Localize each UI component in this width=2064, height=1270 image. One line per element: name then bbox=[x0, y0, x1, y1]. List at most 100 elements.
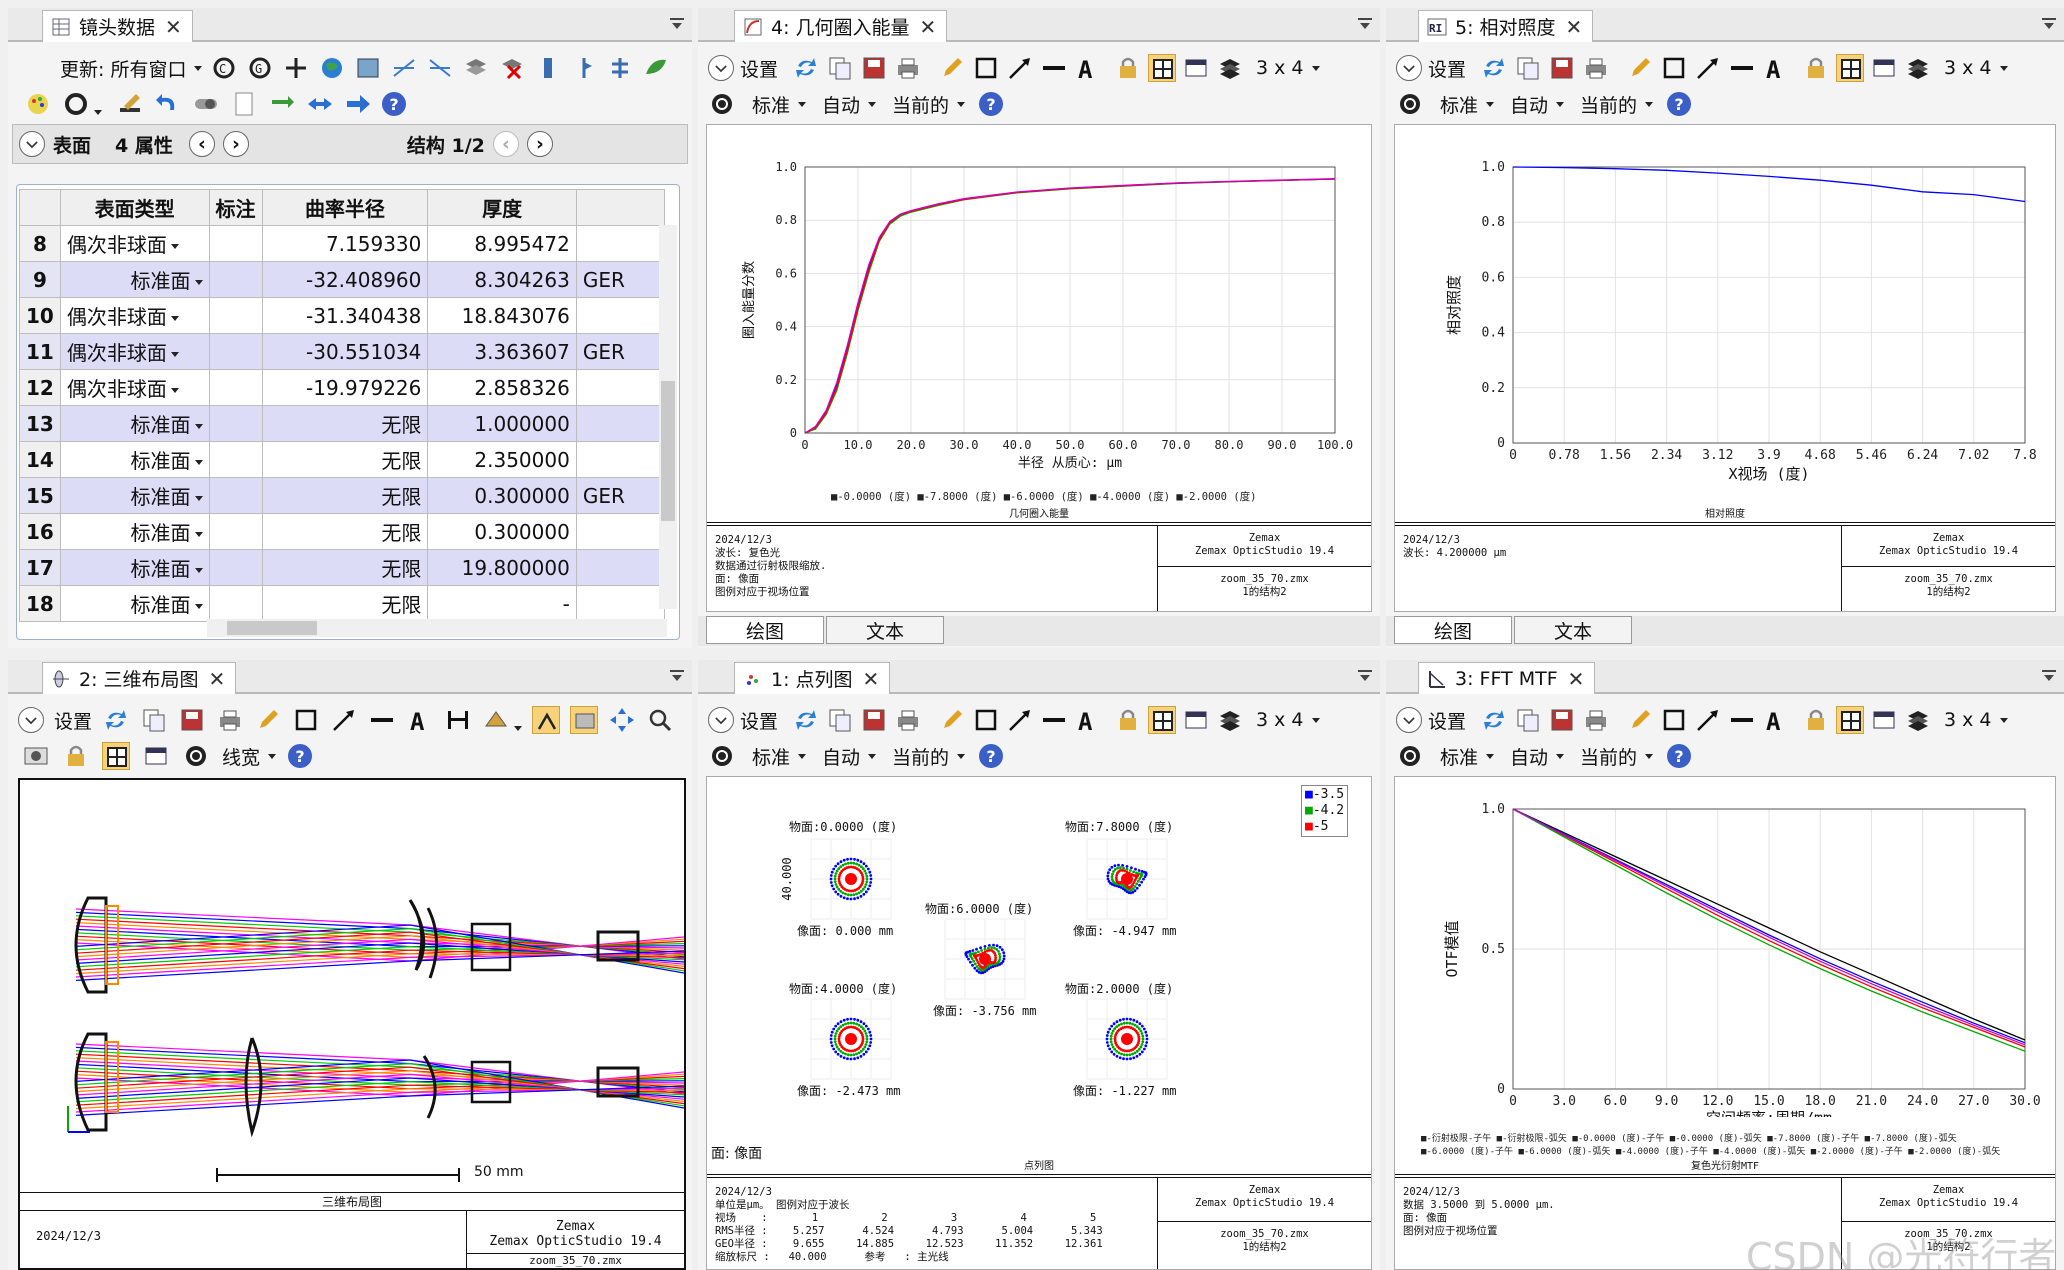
standard-dropdown[interactable]: 标准 bbox=[752, 91, 806, 118]
current-dropdown[interactable]: 当前的 bbox=[892, 91, 965, 118]
close-icon[interactable]: ✕ bbox=[1567, 666, 1585, 691]
help-icon[interactable]: ? bbox=[1667, 92, 1692, 116]
window-menu-icon[interactable] bbox=[670, 18, 684, 30]
refresh-all-icon[interactable]: G bbox=[246, 54, 274, 82]
comment-cell[interactable] bbox=[208, 477, 263, 514]
vertical-arrows-icon[interactable] bbox=[534, 54, 562, 82]
table-row[interactable]: 12 偶次非球面 -19.979226 2.858326 bbox=[19, 369, 666, 406]
surface-type-cell[interactable]: 偶次非球面 bbox=[59, 333, 210, 370]
surface-type-cell[interactable]: 标准面 bbox=[59, 261, 210, 298]
rotate-dropdown-icon[interactable] bbox=[482, 706, 522, 734]
window-icon[interactable] bbox=[1182, 706, 1210, 734]
settings-label[interactable]: 设置 bbox=[740, 58, 779, 81]
crosshair-icon[interactable] bbox=[282, 54, 310, 82]
comment-cell[interactable] bbox=[208, 261, 263, 298]
comment-cell[interactable] bbox=[208, 225, 263, 262]
save-icon[interactable] bbox=[1548, 54, 1576, 82]
power-icon[interactable] bbox=[1396, 90, 1424, 118]
settings-collapse-button[interactable] bbox=[708, 55, 734, 81]
pencil-icon[interactable] bbox=[254, 706, 282, 734]
comment-cell[interactable] bbox=[208, 369, 263, 406]
map-icon[interactable] bbox=[354, 54, 382, 82]
grid-layout-dropdown[interactable]: 3 x 4 bbox=[1944, 709, 2008, 731]
power-icon[interactable] bbox=[182, 742, 210, 770]
standard-dropdown[interactable]: 标准 bbox=[1440, 743, 1494, 770]
line-icon[interactable] bbox=[1728, 706, 1756, 734]
page-icon[interactable] bbox=[230, 90, 258, 118]
radius-cell[interactable]: 无限 bbox=[261, 441, 429, 478]
chevron-down-icon[interactable] bbox=[191, 557, 203, 581]
chevron-down-icon[interactable] bbox=[167, 233, 179, 257]
save-icon[interactable] bbox=[860, 54, 888, 82]
rectangle-icon[interactable] bbox=[972, 54, 1000, 82]
power-icon[interactable] bbox=[1396, 742, 1424, 770]
line-icon[interactable] bbox=[1040, 54, 1068, 82]
prev-surface-button[interactable]: ‹ bbox=[188, 131, 215, 157]
power-icon[interactable] bbox=[708, 90, 736, 118]
print-icon[interactable] bbox=[1582, 54, 1610, 82]
print-icon[interactable] bbox=[894, 54, 922, 82]
text-tool-icon[interactable]: A bbox=[1762, 706, 1790, 736]
copy-icon[interactable] bbox=[1514, 54, 1542, 82]
thickness-cell[interactable]: 18.843076 bbox=[427, 297, 577, 334]
line-icon[interactable] bbox=[368, 706, 396, 734]
save-icon[interactable] bbox=[860, 706, 888, 734]
comment-cell[interactable] bbox=[208, 405, 263, 442]
thickness-cell[interactable]: 8.304263 bbox=[427, 261, 577, 298]
tab-rel-illum[interactable]: RI 5: 相对照度 ✕ bbox=[1418, 10, 1594, 42]
table-row[interactable]: 18 标准面 无限 - bbox=[19, 585, 666, 622]
copy-icon[interactable] bbox=[1514, 706, 1542, 734]
auto-dropdown[interactable]: 自动 bbox=[822, 743, 876, 770]
refresh-icon[interactable] bbox=[1480, 706, 1508, 734]
settings-label[interactable]: 设置 bbox=[1428, 710, 1467, 733]
extra-cell[interactable]: GER bbox=[575, 477, 666, 514]
window-menu-icon[interactable] bbox=[2042, 18, 2056, 30]
power-icon[interactable] bbox=[708, 742, 736, 770]
current-dropdown[interactable]: 当前的 bbox=[892, 743, 965, 770]
text-tool-icon[interactable]: A bbox=[1074, 54, 1102, 84]
refresh-icon[interactable] bbox=[792, 54, 820, 82]
chevron-down-icon[interactable] bbox=[167, 305, 179, 329]
chevron-down-icon[interactable] bbox=[191, 521, 203, 545]
swap-icon[interactable] bbox=[268, 90, 296, 118]
palette-icon[interactable] bbox=[24, 90, 52, 118]
rectangle-icon[interactable] bbox=[1660, 54, 1688, 82]
grid-toggle-icon[interactable] bbox=[102, 742, 130, 770]
table-row[interactable]: 17 标准面 无限 19.800000 bbox=[19, 549, 666, 586]
table-row[interactable]: 16 标准面 无限 0.300000 bbox=[19, 513, 666, 550]
surface-type-cell[interactable]: 标准面 bbox=[59, 585, 210, 622]
pencil-icon[interactable] bbox=[938, 706, 966, 734]
hscroll-thumb[interactable] bbox=[227, 621, 317, 635]
refresh-icon[interactable] bbox=[102, 706, 130, 734]
standard-dropdown[interactable]: 标准 bbox=[752, 743, 806, 770]
pencil-icon[interactable] bbox=[1626, 706, 1654, 734]
settings-label[interactable]: 设置 bbox=[1428, 58, 1467, 81]
tab-text[interactable]: 文本 bbox=[1514, 616, 1632, 644]
grid-toggle-icon[interactable] bbox=[1148, 706, 1177, 734]
lock-icon[interactable] bbox=[1802, 54, 1830, 82]
chevron-down-icon[interactable] bbox=[191, 449, 203, 473]
comment-cell[interactable] bbox=[208, 333, 263, 370]
print-icon[interactable] bbox=[1582, 706, 1610, 734]
save-icon[interactable] bbox=[178, 706, 206, 734]
surface-type-cell[interactable]: 标准面 bbox=[59, 405, 210, 442]
surface-type-cell[interactable]: 偶次非球面 bbox=[59, 369, 210, 406]
current-dropdown[interactable]: 当前的 bbox=[1580, 743, 1653, 770]
table-row[interactable]: 11 偶次非球面 -30.551034 3.363607 GER bbox=[19, 333, 666, 370]
window-menu-icon[interactable] bbox=[1358, 18, 1372, 30]
arrow-line-icon[interactable] bbox=[1006, 706, 1034, 734]
grid-toggle-icon[interactable] bbox=[1836, 706, 1865, 734]
text-tool-icon[interactable]: A bbox=[1074, 706, 1102, 736]
lock-icon[interactable] bbox=[1802, 706, 1830, 734]
help-icon[interactable]: ? bbox=[1667, 744, 1692, 768]
settings-label[interactable]: 设置 bbox=[740, 710, 779, 733]
column-header-radius[interactable]: 曲率半径 bbox=[261, 189, 429, 226]
rectangle-icon[interactable] bbox=[292, 706, 320, 734]
table-row[interactable]: 8 偶次非球面 7.159330 8.995472 bbox=[19, 225, 666, 262]
copy-icon[interactable] bbox=[140, 706, 168, 734]
lock-icon[interactable] bbox=[62, 742, 90, 770]
axis-icon[interactable] bbox=[532, 706, 561, 734]
refresh-icon[interactable]: C bbox=[210, 54, 238, 82]
tab-spot[interactable]: 1: 点列图 ✕ bbox=[734, 662, 891, 694]
window-menu-icon[interactable] bbox=[2042, 670, 2056, 682]
